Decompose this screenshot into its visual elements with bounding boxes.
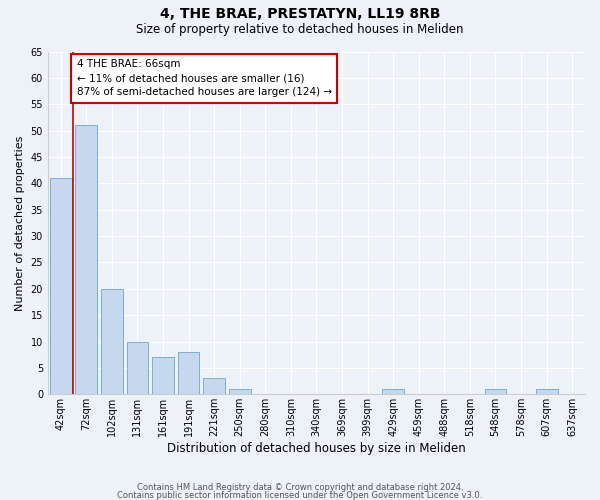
- Text: 4, THE BRAE, PRESTATYN, LL19 8RB: 4, THE BRAE, PRESTATYN, LL19 8RB: [160, 8, 440, 22]
- Bar: [178, 352, 199, 395]
- Text: 4 THE BRAE: 66sqm
← 11% of detached houses are smaller (16)
87% of semi-detached: 4 THE BRAE: 66sqm ← 11% of detached hous…: [77, 60, 332, 98]
- Text: Contains public sector information licensed under the Open Government Licence v3: Contains public sector information licen…: [118, 491, 482, 500]
- Bar: [382, 389, 404, 394]
- Bar: [203, 378, 225, 394]
- Bar: [76, 126, 97, 394]
- Bar: [229, 389, 251, 394]
- Bar: [152, 358, 174, 395]
- Bar: [101, 289, 123, 395]
- X-axis label: Distribution of detached houses by size in Meliden: Distribution of detached houses by size …: [167, 442, 466, 455]
- Text: Size of property relative to detached houses in Meliden: Size of property relative to detached ho…: [136, 22, 464, 36]
- Y-axis label: Number of detached properties: Number of detached properties: [15, 135, 25, 310]
- Text: Contains HM Land Registry data © Crown copyright and database right 2024.: Contains HM Land Registry data © Crown c…: [137, 484, 463, 492]
- Bar: [127, 342, 148, 394]
- Bar: [485, 389, 506, 394]
- Bar: [536, 389, 557, 394]
- Bar: [50, 178, 71, 394]
